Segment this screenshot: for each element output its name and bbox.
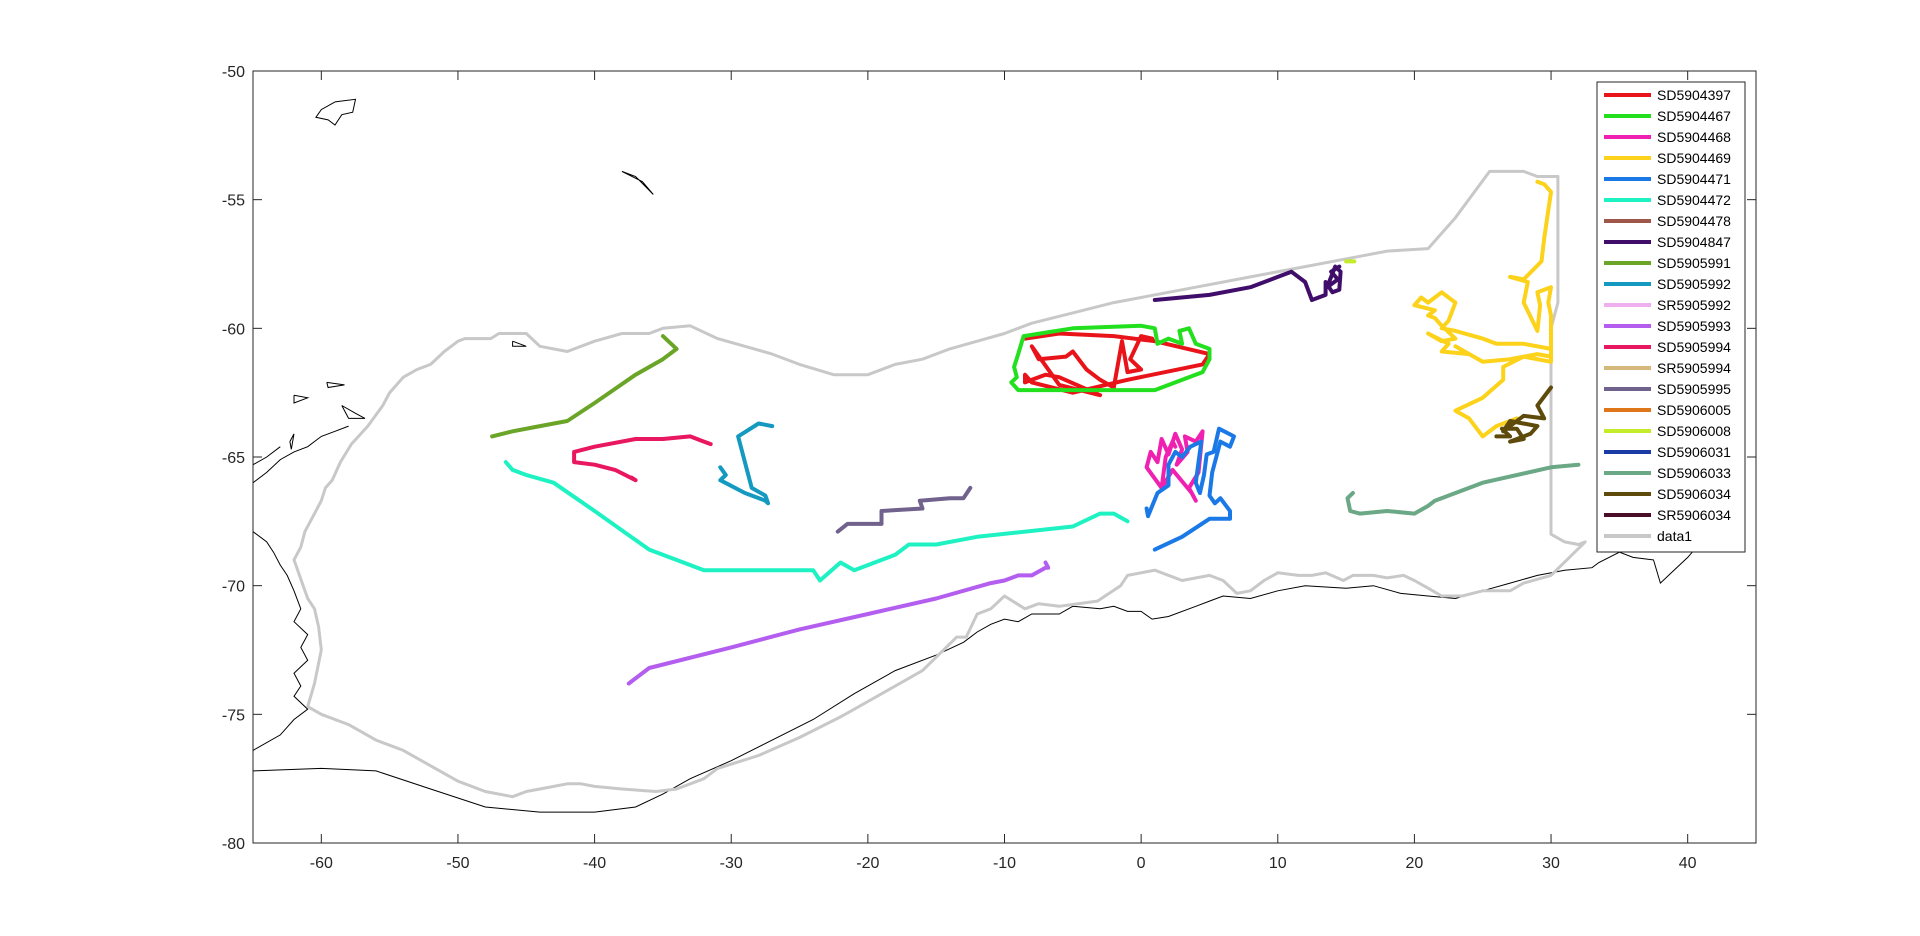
legend-label: SD5906005 <box>1657 402 1731 418</box>
y-tick-label: -50 <box>222 64 245 81</box>
coastline-layer <box>253 98 1716 813</box>
legend-entry-sr5905994[interactable]: SR5905994 <box>1604 360 1731 376</box>
legend-entry-sd5904472[interactable]: SD5904472 <box>1604 192 1731 208</box>
series-line-data1 <box>292 169 1587 799</box>
series-line-sd5904397 <box>1023 331 1212 398</box>
legend-entry-sd5905992[interactable]: SD5905992 <box>1604 276 1731 292</box>
legend-entry-sd5904397[interactable]: SD5904397 <box>1604 87 1731 103</box>
legend-entry-sd5905995[interactable]: SD5905995 <box>1604 381 1731 397</box>
x-tick-label: 30 <box>1542 855 1560 872</box>
x-tick-label: -10 <box>993 855 1016 872</box>
legend-entry-sd5906031[interactable]: SD5906031 <box>1604 444 1731 460</box>
legend-entry-sd5906034[interactable]: SD5906034 <box>1604 486 1731 502</box>
coastline-segment-9 <box>512 340 527 347</box>
legend-label: SD5905995 <box>1657 381 1731 397</box>
series-line-sd5906033 <box>1345 462 1581 516</box>
legend-entry-sr5906034[interactable]: SR5906034 <box>1604 507 1731 523</box>
legend-label: SD5906033 <box>1657 465 1731 481</box>
legend-label: SD5905992 <box>1657 276 1731 292</box>
series-line-sd5905993 <box>626 560 1051 686</box>
legend-label: SD5905993 <box>1657 318 1731 334</box>
series-line-sd5905994 <box>572 434 713 483</box>
x-tick-label: -20 <box>856 855 879 872</box>
legend-entry-sd5906033[interactable]: SD5906033 <box>1604 465 1731 481</box>
coastline-segment-1 <box>253 531 309 751</box>
legend-label: SD5904847 <box>1657 234 1731 250</box>
legend-label: SD5905994 <box>1657 339 1731 355</box>
series-line-sd5904469 <box>1412 179 1553 439</box>
y-tick-label: -80 <box>222 836 245 853</box>
legend-label: SD5905991 <box>1657 255 1731 271</box>
coastline-segment-10 <box>289 433 295 450</box>
coastline-segment-3 <box>253 446 281 466</box>
legend-entry-sd5904468[interactable]: SD5904468 <box>1604 129 1731 145</box>
legend-label: SD5904471 <box>1657 171 1731 187</box>
x-tick-label: 40 <box>1679 855 1697 872</box>
coastline-segment-4 <box>315 98 357 126</box>
legend[interactable]: SD5904397 SD5904467 SD5904468 SD5904469 SD59… <box>1596 81 1746 553</box>
legend-label: SD5904472 <box>1657 192 1731 208</box>
legend-entry-data1[interactable]: data1 <box>1604 528 1692 544</box>
legend-entry-sd5906008[interactable]: SD5906008 <box>1604 423 1731 439</box>
legend-label: data1 <box>1657 528 1692 544</box>
legend-label: SD5906008 <box>1657 423 1731 439</box>
legend-entry-sd5904847[interactable]: SD5904847 <box>1604 234 1731 250</box>
y-tick-label: -65 <box>222 450 245 467</box>
y-axis-ticks: -50 -55 -60 -65 -70 -75 -80 <box>222 64 1756 853</box>
x-tick-label: 0 <box>1137 855 1146 872</box>
legend-entry-sd5904471[interactable]: SD5904471 <box>1604 171 1731 187</box>
legend-entry-sd5904467[interactable]: SD5904467 <box>1604 108 1731 124</box>
legend-entry-sd5905991[interactable]: SD5905991 <box>1604 255 1731 271</box>
legend-label: SD5906034 <box>1657 486 1731 502</box>
legend-label: SD5904397 <box>1657 87 1731 103</box>
legend-entry-sr5905992[interactable]: SR5905992 <box>1604 297 1731 313</box>
legend-label: SD5904478 <box>1657 213 1731 229</box>
series-line-sd5904472 <box>503 460 1130 583</box>
x-axis-ticks: -60 -50 -40 -30 -20 -10 0 10 20 30 40 <box>310 71 1697 872</box>
series-line-sd5905991 <box>490 334 679 439</box>
x-tick-label: -40 <box>583 855 606 872</box>
y-tick-label: -55 <box>222 193 245 210</box>
legend-box <box>1596 81 1746 553</box>
legend-entry-sd5905994[interactable]: SD5905994 <box>1604 339 1731 355</box>
series-line-sd5905992 <box>718 421 775 506</box>
coastline-segment-0 <box>253 544 1716 813</box>
legend-entry-sd5906005[interactable]: SD5906005 <box>1604 402 1731 418</box>
legend-entry-sd5904478[interactable]: SD5904478 <box>1604 213 1731 229</box>
coastline-segment-5 <box>621 170 654 195</box>
series-line-sd5904847 <box>1152 264 1343 302</box>
legend-label: SD5904468 <box>1657 129 1731 145</box>
y-tick-label: -60 <box>222 321 245 338</box>
y-tick-label: -70 <box>222 579 245 596</box>
axes-box <box>252 70 1757 844</box>
x-tick-label: -30 <box>720 855 743 872</box>
axes: -60 -50 -40 -30 -20 -10 0 10 20 30 40 -50 -55 -60 -65… <box>222 64 1757 872</box>
coastline-segment-7 <box>293 394 310 404</box>
series-line-sd5905995 <box>835 485 973 534</box>
series-layer <box>292 169 1587 799</box>
x-tick-label: -50 <box>446 855 469 872</box>
legend-entry-sd5905993[interactable]: SD5905993 <box>1604 318 1731 334</box>
coastline-segment-6 <box>341 405 366 419</box>
y-tick-label: -75 <box>222 707 245 724</box>
x-tick-label: -60 <box>310 855 333 872</box>
x-tick-label: 20 <box>1406 855 1424 872</box>
series-line-sd5904471 <box>1144 426 1236 552</box>
coastline-segment-2 <box>253 425 349 484</box>
legend-label: SD5906031 <box>1657 444 1731 460</box>
legend-label: SR5906034 <box>1657 507 1731 523</box>
legend-label: SD5904467 <box>1657 108 1731 124</box>
legend-label: SR5905994 <box>1657 360 1731 376</box>
coastline-segment-8 <box>326 381 345 389</box>
legend-label: SR5905992 <box>1657 297 1731 313</box>
series-line-sd5904467 <box>1009 323 1212 393</box>
series-line-sd5906034 <box>1494 385 1553 444</box>
legend-entry-sd5904469[interactable]: SD5904469 <box>1604 150 1731 166</box>
legend-label: SD5904469 <box>1657 150 1731 166</box>
x-tick-label: 10 <box>1269 855 1287 872</box>
